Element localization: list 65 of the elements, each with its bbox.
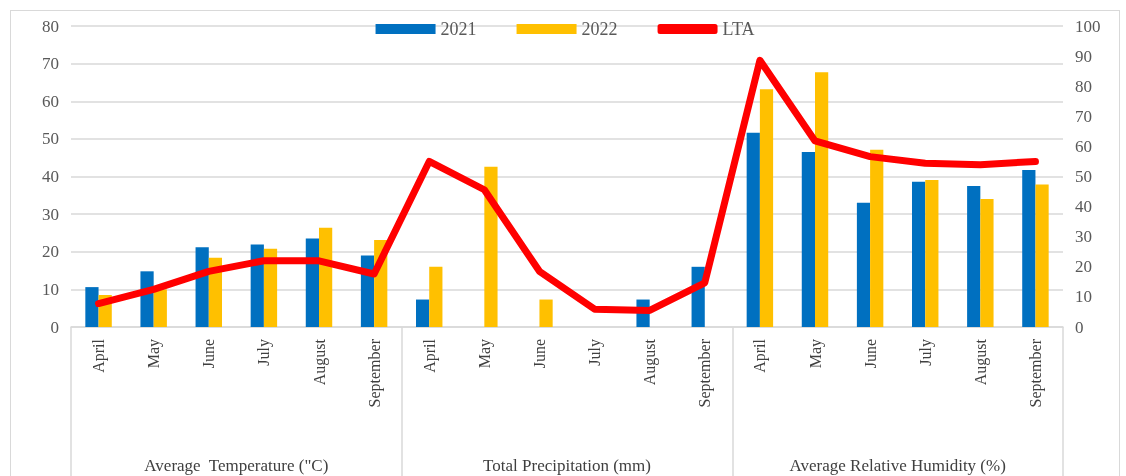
x-tick-label: August (971, 338, 990, 386)
bar (912, 181, 926, 327)
y-tick-label: 60 (42, 91, 59, 111)
y2-tick-label: 0 (1075, 317, 1084, 337)
bar (967, 185, 981, 327)
x-tick-label: May (475, 339, 494, 369)
y2-tick-label: 20 (1075, 257, 1092, 277)
y-tick-label: 40 (42, 167, 59, 186)
text: Average Relative Humidity (%) (789, 456, 1006, 475)
bar (1022, 170, 1036, 327)
bar (870, 149, 884, 327)
bar (429, 266, 443, 327)
legend-label: 2022 (581, 19, 618, 39)
bar (319, 227, 333, 327)
y2-tick-label: 60 (1075, 136, 1092, 156)
x-tick-label: July (916, 339, 935, 366)
y-tick-label: 30 (42, 204, 59, 224)
x-tick-label: April (751, 338, 770, 373)
y2-tick-label: 80 (1075, 76, 1092, 96)
y2-tick-label: 30 (1075, 227, 1092, 247)
y2-tick-label: 70 (1075, 106, 1092, 126)
x-tick-label: August (641, 338, 660, 386)
bar (746, 132, 760, 327)
bar (484, 166, 498, 327)
y2-tick-label: 100 (1075, 16, 1101, 36)
x-tick-label: May (806, 339, 825, 369)
bar (153, 289, 167, 327)
y2-tick-label: 90 (1075, 46, 1092, 66)
bar (815, 72, 829, 327)
bar (539, 299, 553, 327)
y-tick-label: 0 (50, 317, 59, 337)
x-tick-label: September (365, 338, 384, 408)
y-tick-label: 70 (42, 54, 59, 74)
bar (759, 89, 774, 327)
bar (980, 199, 994, 327)
x-tick-label: July (255, 339, 274, 366)
bar (925, 179, 939, 327)
y-tick-label: 10 (42, 279, 59, 299)
x-tick-label: August (310, 338, 329, 386)
bar (195, 247, 209, 327)
text: Average Temperature ("C) (144, 456, 329, 475)
x-tick-label: July (586, 339, 605, 366)
y2-tick-label: 40 (1075, 197, 1092, 217)
bar (416, 299, 430, 327)
x-tick-label: April (90, 338, 109, 373)
x-tick-label: September (696, 338, 715, 408)
x-tick-label: June (530, 339, 548, 369)
x-tick-label: June (200, 339, 218, 369)
text: Total Precipitation (mm) (483, 456, 651, 475)
y2-tick-label: 10 (1075, 287, 1092, 307)
bar (856, 202, 871, 327)
x-tick-label: May (145, 339, 164, 369)
bar (1035, 184, 1049, 327)
y-tick-label: 80 (42, 16, 59, 36)
x-tick-label: April (420, 338, 439, 373)
legend-label: 2021 (440, 19, 477, 39)
y-tick-label: 20 (42, 242, 59, 262)
bar (801, 152, 815, 327)
bar (305, 238, 319, 327)
legend-label: LTA (722, 19, 755, 39)
x-tick-label: September (1026, 338, 1045, 408)
x-tick-label: June (861, 339, 879, 369)
y2-tick-label: 50 (1075, 167, 1092, 186)
y-tick-label: 50 (42, 129, 59, 149)
bar (85, 287, 99, 327)
